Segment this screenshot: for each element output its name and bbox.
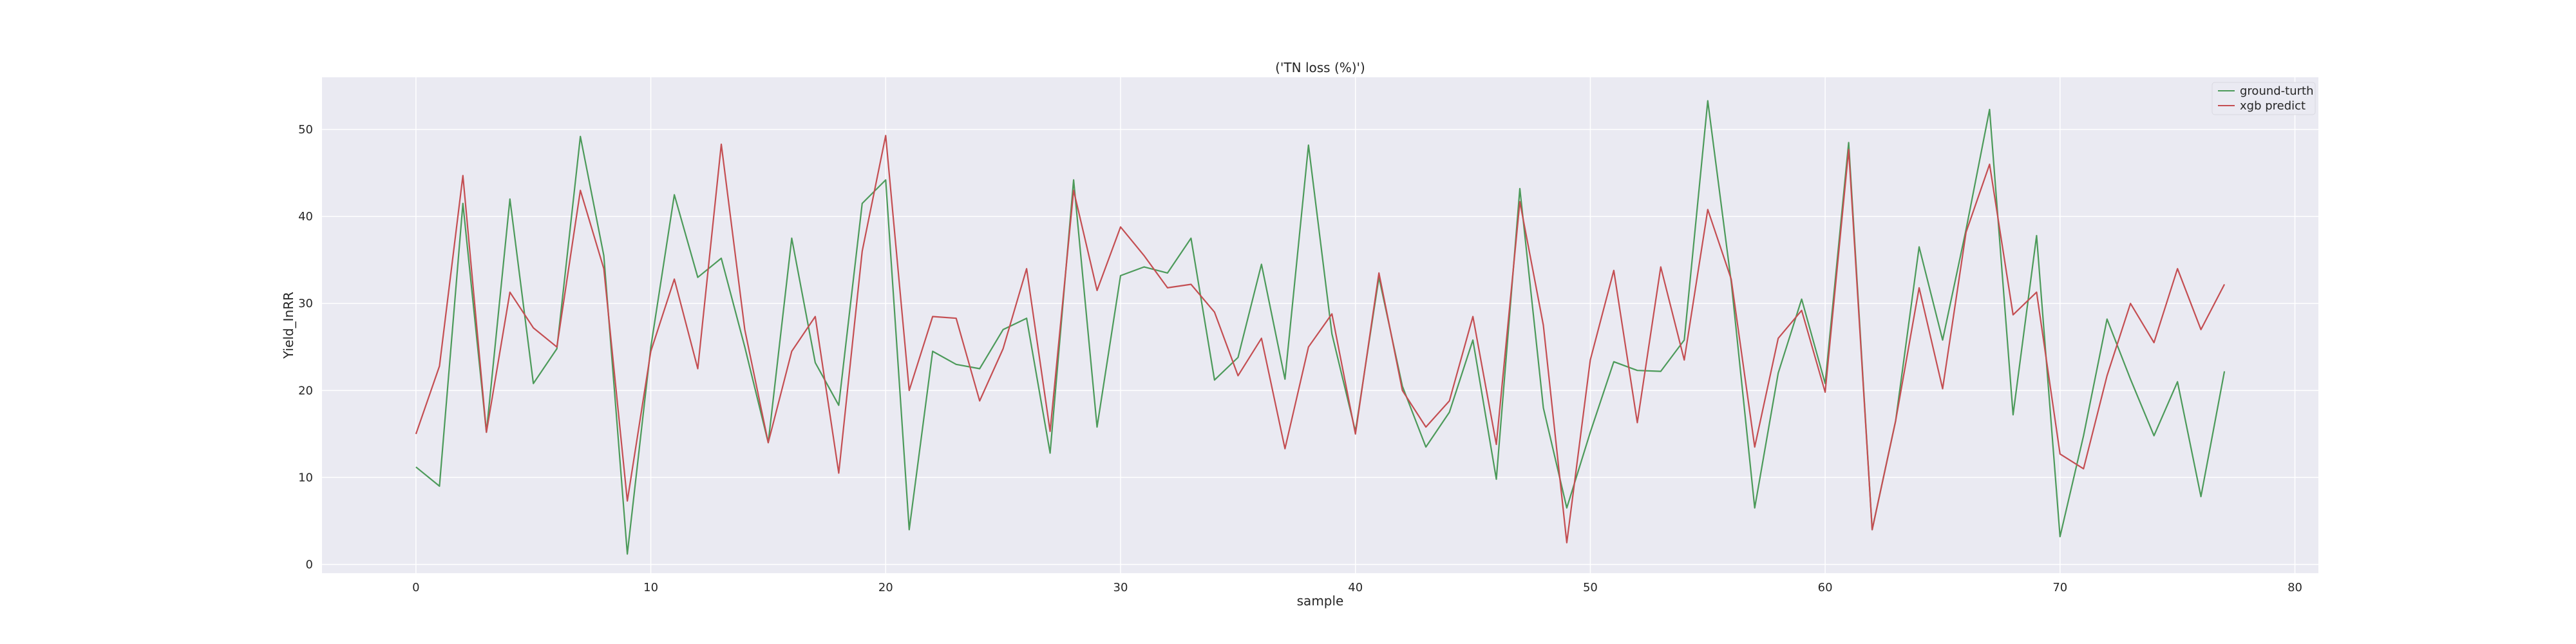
- x-tick-label-70: 70: [2052, 581, 2067, 594]
- legend-label-ground-turth: ground-turth: [2240, 84, 2314, 98]
- x-tick-label-60: 60: [1818, 581, 1833, 594]
- y-axis-label: Yield_InRR: [281, 292, 296, 359]
- y-tick-label-20: 20: [298, 384, 313, 397]
- tick-labels: 0 10 20 30 40 50 60 70 80 0 10 20 30 40 50: [298, 123, 2302, 594]
- x-tick-label-0: 0: [412, 581, 419, 594]
- series-line-ground-turth: [415, 100, 2226, 555]
- y-tick-label-40: 40: [298, 210, 313, 223]
- x-tick-label-40: 40: [1348, 581, 1363, 594]
- legend: ground-turth xgb predict: [2211, 82, 2316, 115]
- chart-title: ('TN loss (%)'): [1275, 60, 1365, 75]
- x-tick-label-80: 80: [2287, 581, 2302, 594]
- y-tick-label-50: 50: [298, 123, 313, 137]
- y-tick-label-10: 10: [298, 471, 313, 484]
- series-line-xgb-predict: [415, 135, 2226, 544]
- series-layer: [415, 100, 2226, 555]
- x-tick-label-30: 30: [1113, 581, 1128, 594]
- plot-background: [322, 77, 2318, 573]
- y-tick-label-0: 0: [306, 558, 313, 571]
- x-tick-label-20: 20: [878, 581, 893, 594]
- x-tick-label-50: 50: [1583, 581, 1598, 594]
- legend-label-xgb-predict: xgb predict: [2240, 99, 2306, 113]
- legend-box: [2211, 82, 2316, 115]
- grid-lines: [322, 77, 2318, 573]
- y-tick-label-30: 30: [298, 297, 313, 310]
- x-axis-label: sample: [1297, 593, 1344, 609]
- x-tick-label-10: 10: [643, 581, 658, 594]
